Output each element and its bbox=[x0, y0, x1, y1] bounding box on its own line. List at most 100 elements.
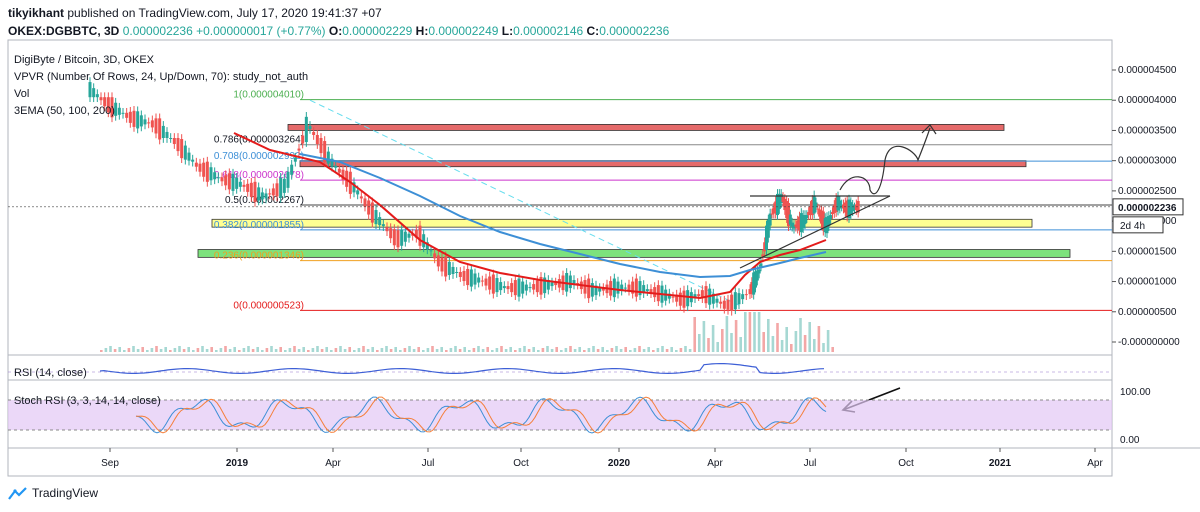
candle-body bbox=[765, 225, 768, 250]
volume-bar bbox=[642, 349, 646, 352]
candle-body bbox=[337, 168, 341, 173]
price-tick-label: -0.000000000 bbox=[1118, 337, 1180, 348]
candle-body bbox=[521, 281, 525, 294]
volume-bar bbox=[767, 319, 770, 352]
candle-body bbox=[849, 202, 853, 215]
volume-bar bbox=[412, 349, 416, 352]
candle-body bbox=[825, 217, 829, 234]
candle-body bbox=[838, 200, 842, 209]
zone-yellow-support[interactable] bbox=[211, 218, 1033, 228]
zone-green-support[interactable] bbox=[197, 249, 1071, 258]
projection-path[interactable] bbox=[839, 127, 931, 195]
volume-bar bbox=[744, 312, 747, 352]
candle-body bbox=[726, 299, 730, 310]
volume-bar bbox=[624, 347, 627, 352]
volume-bar bbox=[569, 346, 572, 352]
candle-body bbox=[722, 300, 726, 309]
zone-resistance[interactable] bbox=[287, 124, 1005, 131]
candle-body bbox=[587, 278, 591, 299]
volume-bar bbox=[297, 349, 301, 352]
fib-group: 1(0.000004010) 0.786(0.000003264) 0.708(0.… bbox=[214, 90, 1112, 311]
candle-body bbox=[853, 207, 856, 209]
current-price-label: 0.000002236 bbox=[1118, 203, 1177, 214]
stoch-axis-0: 0.00 bbox=[1120, 435, 1140, 446]
candle-body bbox=[147, 122, 151, 124]
footer-brand[interactable]: TradingView bbox=[32, 486, 99, 500]
candle-body bbox=[414, 229, 418, 238]
legend-vol: Vol bbox=[14, 88, 29, 100]
price-axis: 0.000004500 0.000004000 0.000003500 0.00000… bbox=[8, 65, 1184, 348]
volume-bar bbox=[173, 348, 177, 352]
volume-bar bbox=[104, 348, 108, 352]
candle-body bbox=[231, 173, 235, 191]
fib-label-0.5: 0.5(0.000002267) bbox=[225, 195, 304, 206]
stoch-k-line[interactable] bbox=[135, 396, 827, 434]
ema-50-line[interactable] bbox=[233, 132, 827, 300]
zone-group bbox=[197, 124, 1071, 258]
candle-body bbox=[128, 111, 132, 123]
volume-bar bbox=[422, 350, 425, 352]
triangle-bottom-line[interactable] bbox=[739, 195, 891, 269]
volume-bar bbox=[205, 349, 209, 352]
volume-bar bbox=[274, 349, 278, 352]
candle-body bbox=[814, 202, 818, 208]
fib-label-0.618: 0.618(0.000002678) bbox=[214, 170, 304, 181]
volume-bar bbox=[316, 346, 319, 352]
ema-100-line[interactable] bbox=[299, 153, 827, 279]
stoch-d-line[interactable] bbox=[136, 396, 827, 434]
fib-label-1: 1(0.000004010) bbox=[233, 90, 304, 101]
volume-bar bbox=[362, 346, 365, 352]
volume-bar bbox=[435, 349, 439, 352]
price-tick-label: 0.000001500 bbox=[1118, 246, 1177, 257]
candle-body bbox=[693, 294, 697, 299]
candle-body bbox=[809, 206, 812, 216]
volume-bar bbox=[652, 350, 655, 352]
candle-body bbox=[502, 286, 506, 289]
volume-bar bbox=[808, 322, 811, 352]
time-tick-label: Oct bbox=[898, 458, 914, 469]
volume-bar bbox=[725, 316, 729, 352]
price-change: +0.000000017 (+0.77%) bbox=[196, 24, 326, 38]
candle-body bbox=[238, 181, 242, 187]
volume-bar bbox=[251, 349, 255, 352]
candle-body bbox=[458, 271, 462, 278]
volume-bar bbox=[146, 350, 149, 352]
candle-body bbox=[616, 281, 620, 294]
time-tick-label: 2021 bbox=[989, 458, 1012, 469]
volume-bar bbox=[537, 350, 540, 352]
volume-bar bbox=[182, 349, 186, 352]
candle-body bbox=[748, 289, 752, 295]
candle-body bbox=[466, 268, 470, 286]
low-value: 0.000002146 bbox=[513, 24, 584, 38]
candle-body bbox=[851, 204, 855, 212]
price-tick-label: 0.000000500 bbox=[1118, 307, 1177, 318]
candle-body bbox=[491, 274, 495, 294]
candle-body bbox=[803, 215, 807, 225]
fib-label-0.786: 0.786(0.000003264) bbox=[214, 135, 304, 146]
volume-bar bbox=[348, 347, 351, 352]
candle-body bbox=[812, 195, 816, 214]
candle-body bbox=[139, 115, 143, 127]
candle-body bbox=[513, 280, 517, 296]
volume-bar bbox=[256, 347, 259, 352]
candle-body bbox=[816, 208, 820, 210]
symbol-label[interactable]: OKEX:DGBBTC, 3D bbox=[8, 24, 120, 38]
volume-bar bbox=[486, 347, 489, 352]
volume-bar bbox=[629, 350, 632, 352]
volume-bar bbox=[155, 346, 158, 352]
candle-body bbox=[774, 201, 778, 214]
candle-body bbox=[763, 242, 767, 252]
tradingview-logo-icon[interactable] bbox=[8, 486, 28, 500]
candle-body bbox=[612, 278, 616, 298]
volume-bar bbox=[288, 348, 292, 352]
candle-body bbox=[572, 280, 576, 285]
volume-bar bbox=[408, 346, 411, 352]
candle-body bbox=[752, 272, 756, 295]
author-name[interactable]: tikyikhant bbox=[8, 6, 65, 20]
rsi-line[interactable] bbox=[99, 363, 825, 375]
stoch-label: Stoch RSI (3, 3, 14, 14, close) bbox=[14, 395, 161, 407]
volume-bar bbox=[514, 350, 517, 352]
volume-bar bbox=[504, 349, 508, 352]
candle-body bbox=[781, 196, 785, 202]
